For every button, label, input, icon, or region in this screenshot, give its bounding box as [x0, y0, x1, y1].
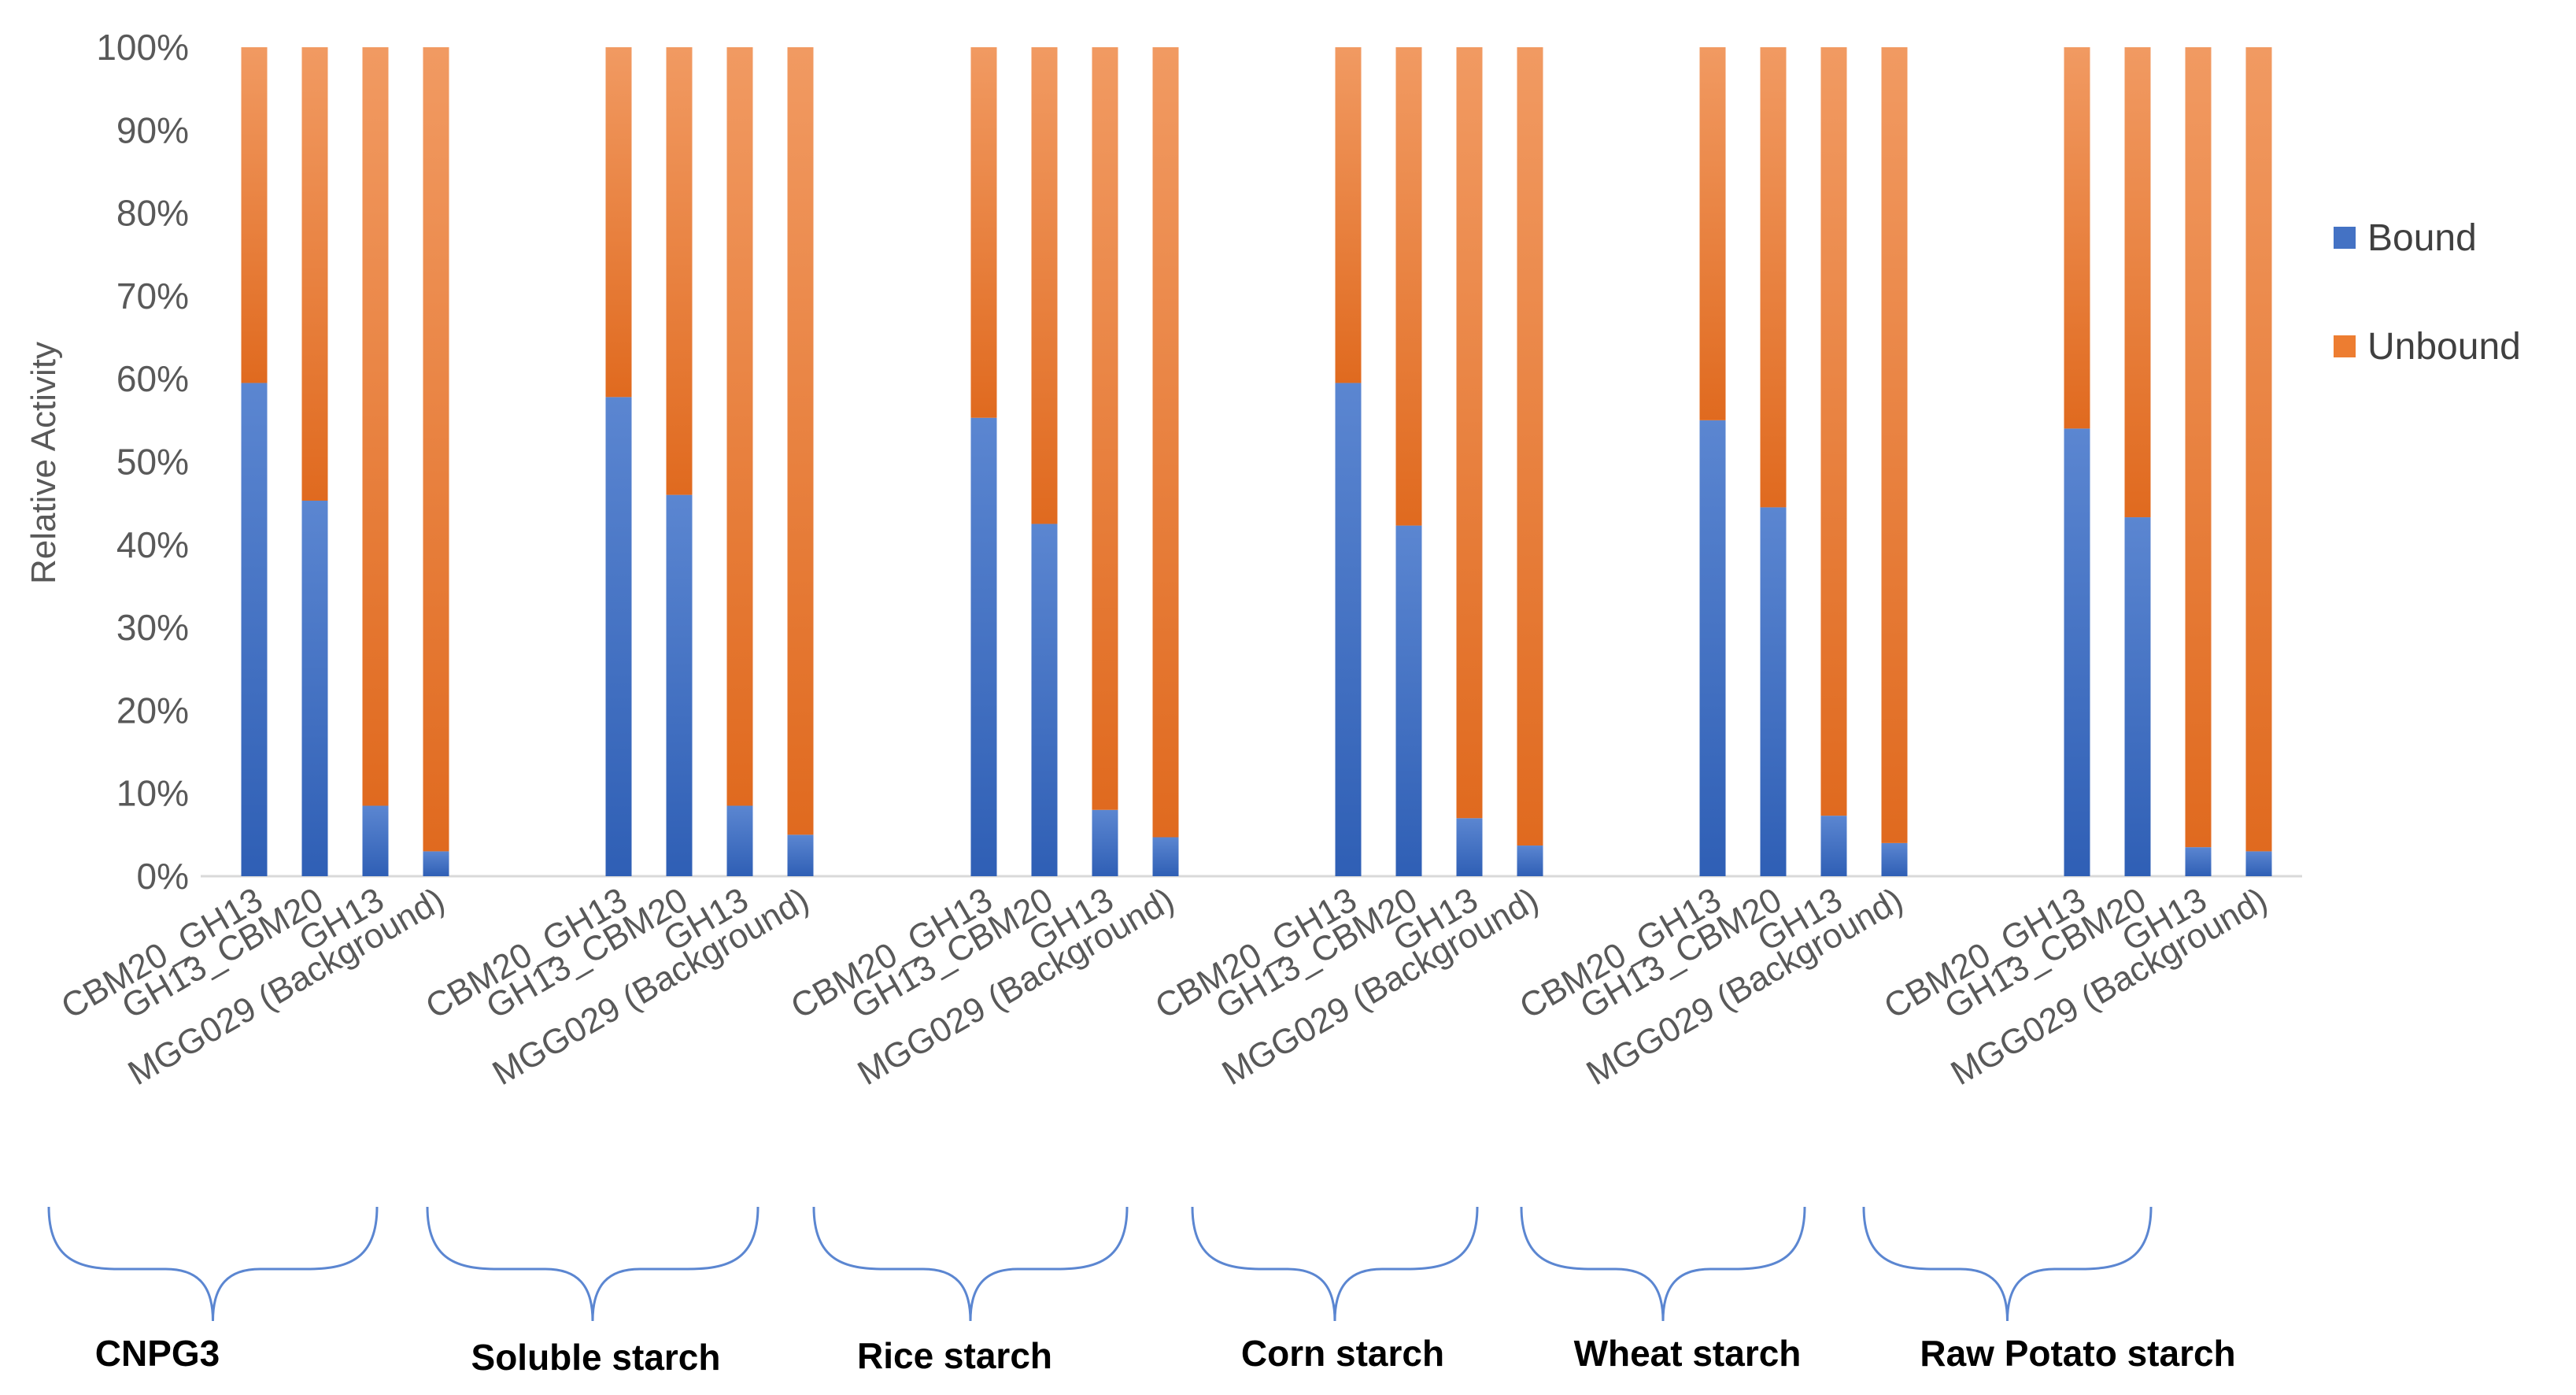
bar-unbound — [1152, 47, 1179, 838]
bar-bound — [2245, 851, 2272, 876]
bar-unbound — [362, 47, 389, 806]
y-tick-label: 70% — [116, 276, 189, 316]
legend-swatch-unbound — [2334, 335, 2356, 357]
bar-unbound — [2245, 47, 2272, 852]
bar-bound — [2185, 847, 2212, 876]
bar-bound — [666, 494, 693, 876]
bar-unbound — [1335, 47, 1362, 383]
bar-bound — [1335, 383, 1362, 877]
group-brace — [1520, 1206, 1806, 1322]
bar-unbound — [1517, 47, 1543, 846]
bar-unbound — [726, 47, 753, 806]
bar-unbound — [666, 47, 693, 495]
group-brace — [1862, 1206, 2153, 1322]
bar-bound — [1152, 837, 1179, 876]
legend-swatch-bound — [2334, 227, 2356, 249]
bar-bound — [2064, 428, 2090, 876]
legend: Bound Unbound — [2334, 217, 2521, 368]
bar-unbound — [2185, 47, 2212, 848]
bar-unbound — [787, 47, 814, 835]
legend-label-unbound: Unbound — [2367, 326, 2521, 368]
bar-bound — [1092, 809, 1118, 876]
group-label: Wheat starch — [1574, 1333, 1802, 1374]
bar-unbound — [1699, 47, 1726, 420]
bar-unbound — [1881, 47, 1908, 843]
bar-unbound — [1395, 47, 1422, 526]
bar-bound — [1031, 524, 1058, 876]
y-tick-label: 40% — [116, 524, 189, 565]
bar-bound — [1820, 816, 1847, 876]
group-brace — [426, 1206, 759, 1322]
bars — [241, 47, 2272, 877]
bar-unbound — [1456, 47, 1483, 819]
bar-bound — [1881, 842, 1908, 876]
bar-bound — [726, 805, 753, 876]
group-label: CNPG3 — [95, 1333, 220, 1374]
bar-bound — [1517, 846, 1543, 876]
y-tick-label: 100% — [96, 27, 189, 68]
bar-unbound — [1092, 47, 1118, 810]
y-tick-label: 50% — [116, 442, 189, 483]
group-label: Raw Potato starch — [1920, 1333, 2235, 1374]
y-axis: 0% 10% 20% 30% 40% 50% 60% 70% 80% 90% 100% — [96, 27, 189, 897]
bar-bound — [970, 417, 997, 876]
bar-bound — [423, 851, 449, 876]
bar-unbound — [301, 47, 328, 501]
bar-bound — [605, 397, 632, 877]
group-label: Corn starch — [1241, 1333, 1444, 1374]
group-braces — [47, 1206, 2153, 1322]
bar-bound — [1395, 525, 1422, 876]
y-tick-label: 10% — [116, 773, 189, 814]
bar-unbound — [605, 47, 632, 398]
y-tick-label: 20% — [116, 690, 189, 731]
bar-unbound — [1760, 47, 1787, 508]
y-tick-label: 60% — [116, 358, 189, 399]
y-axis-title: Relative Activity — [24, 342, 63, 584]
legend-label-bound: Bound — [2367, 217, 2477, 259]
group-brace — [1191, 1206, 1479, 1322]
bar-bound — [362, 805, 389, 876]
bar-unbound — [2064, 47, 2090, 429]
group-label: Soluble starch — [471, 1337, 721, 1378]
bar-unbound — [1820, 47, 1847, 816]
bar-bound — [1456, 818, 1483, 876]
bar-unbound — [2124, 47, 2151, 518]
bar-unbound — [970, 47, 997, 418]
bar-bound — [2124, 517, 2151, 876]
group-labels: CNPG3 Soluble starch Rice starch Corn starc… — [95, 1333, 2236, 1378]
y-tick-label: 90% — [116, 109, 189, 150]
bar-bound — [241, 383, 268, 877]
bar-bound — [301, 500, 328, 876]
y-tick-label: 30% — [116, 607, 189, 648]
group-brace — [47, 1206, 379, 1322]
group-brace — [812, 1206, 1129, 1322]
bar-bound — [787, 834, 814, 876]
y-tick-label: 0% — [137, 856, 189, 897]
bar-unbound — [241, 47, 268, 383]
bar-bound — [1760, 507, 1787, 876]
group-label: Rice starch — [857, 1335, 1052, 1376]
bar-unbound — [423, 47, 449, 852]
bar-bound — [1699, 420, 1726, 876]
y-tick-label: 80% — [116, 193, 189, 234]
bar-unbound — [1031, 47, 1058, 524]
